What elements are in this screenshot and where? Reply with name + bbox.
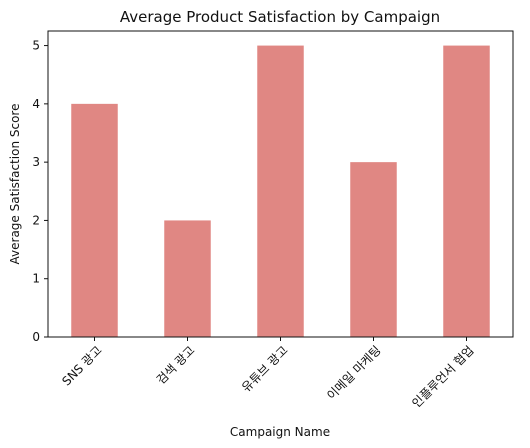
x-axis: SNS 광고 검색 광고 유튜브 광고 이메일 마케팅 인플루언서 협업 (59, 337, 476, 410)
y-tick-label: 5 (32, 39, 40, 53)
x-tick-label: 유튜브 광고 (239, 343, 291, 395)
x-tick-label: SNS 광고 (59, 343, 104, 388)
y-tick-label: 1 (32, 272, 40, 286)
chart-title: Average Product Satisfaction by Campaign (120, 8, 440, 26)
bar-5 (443, 46, 490, 337)
bar-2 (164, 220, 211, 337)
y-axis: 0 1 2 3 4 5 (32, 39, 48, 344)
x-tick-label: 인플루언서 협업 (409, 343, 476, 410)
y-tick-label: 3 (32, 155, 40, 169)
x-axis-label: Campaign Name (230, 425, 330, 439)
y-axis-label: Average Satisfaction Score (8, 104, 22, 265)
x-tick-label: 이메일 마케팅 (324, 343, 383, 402)
x-tick-label: 검색 광고 (154, 343, 198, 387)
y-tick-label: 0 (32, 330, 40, 344)
bar-4 (350, 162, 397, 337)
bar-3 (257, 46, 304, 337)
y-tick-label: 2 (32, 213, 40, 227)
y-tick-label: 4 (32, 97, 40, 111)
bar-1 (71, 104, 118, 337)
bars-group (71, 46, 490, 337)
